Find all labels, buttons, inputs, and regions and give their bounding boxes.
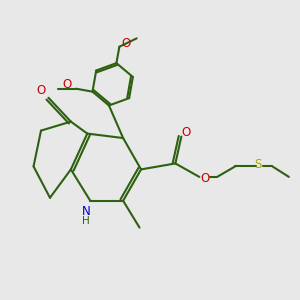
Text: H: H [82,216,90,226]
Text: N: N [81,205,90,218]
Text: O: O [36,84,46,97]
Text: O: O [181,126,190,139]
Text: O: O [121,37,130,50]
Text: O: O [62,78,72,91]
Text: S: S [254,158,261,170]
Text: O: O [201,172,210,185]
